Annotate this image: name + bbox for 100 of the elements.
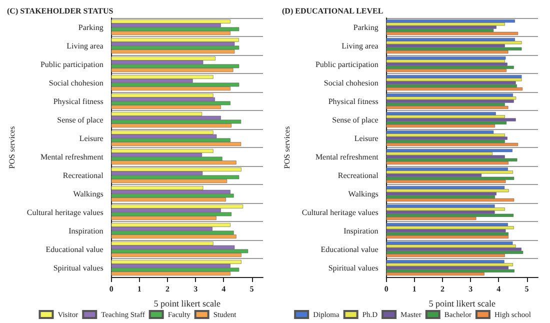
bar bbox=[386, 176, 514, 180]
x-tick-label: 2 bbox=[165, 284, 170, 294]
y-tick-label: Physical fitness bbox=[328, 96, 378, 106]
bar bbox=[386, 96, 516, 100]
bar bbox=[386, 134, 505, 137]
y-tick-label: Recreational bbox=[338, 170, 380, 180]
bar bbox=[111, 46, 240, 50]
bar bbox=[386, 32, 518, 36]
bar bbox=[111, 130, 214, 134]
bar bbox=[111, 260, 242, 264]
bar bbox=[111, 249, 248, 254]
bar bbox=[111, 190, 230, 194]
bar bbox=[111, 160, 236, 165]
x-tick-label: 3 bbox=[468, 284, 473, 294]
bar bbox=[111, 234, 236, 239]
x-tick-label: 1 bbox=[137, 284, 142, 294]
y-tick-label: Living area bbox=[66, 41, 104, 50]
chart-title: (D) EDUCATIONAL LEVEL bbox=[282, 6, 384, 16]
x-tick-label: 0 bbox=[109, 284, 114, 294]
bar bbox=[386, 148, 512, 152]
bar bbox=[111, 38, 239, 42]
y-tick-label: Walkings bbox=[348, 189, 378, 198]
bar bbox=[386, 87, 523, 91]
bar bbox=[111, 56, 216, 60]
bar bbox=[386, 142, 518, 146]
y-tick-label: Mental refreshment bbox=[315, 152, 380, 162]
y-tick-label: Inspiration bbox=[68, 226, 104, 236]
bar bbox=[111, 93, 214, 98]
y-tick-label: Educational value bbox=[46, 244, 104, 254]
bar bbox=[386, 263, 513, 266]
bar bbox=[386, 47, 522, 50]
bar bbox=[111, 194, 234, 198]
bar bbox=[111, 142, 242, 146]
y-tick-label: Public participation bbox=[40, 60, 104, 69]
y-tick-label: Leisure bbox=[354, 134, 379, 143]
y-tick-label: Recreational bbox=[62, 170, 104, 180]
chart-title: (C) STAKEHOLDER STATUS bbox=[7, 6, 114, 16]
bar bbox=[386, 56, 506, 60]
y-tick-label: Public participation bbox=[315, 60, 378, 69]
bar bbox=[386, 232, 509, 236]
bar bbox=[111, 268, 240, 272]
y-tick-label: Mental refreshment bbox=[40, 152, 104, 162]
x-axis-title: 5 point likert scale bbox=[154, 298, 221, 308]
bar bbox=[386, 118, 516, 122]
y-tick-label: Parking bbox=[353, 22, 378, 32]
y-tick-label: Cultural heritage values bbox=[26, 208, 104, 217]
bar bbox=[111, 120, 242, 124]
bar bbox=[386, 189, 509, 192]
x-tick-label: 5 bbox=[250, 284, 254, 294]
y-tick-label: Walkings bbox=[73, 189, 104, 198]
bar bbox=[386, 241, 513, 245]
y-tick-label: Educational value bbox=[320, 244, 379, 254]
bar bbox=[386, 106, 508, 110]
y-tick-label: Sense of place bbox=[57, 115, 104, 124]
bar bbox=[111, 19, 230, 24]
bar bbox=[386, 66, 514, 69]
bar bbox=[111, 204, 244, 208]
bar bbox=[386, 226, 514, 230]
bar bbox=[386, 78, 522, 82]
bar bbox=[386, 214, 514, 217]
y-tick-label: Leisure bbox=[79, 134, 104, 143]
y-tick-label: Sense of place bbox=[332, 115, 379, 124]
bar bbox=[111, 230, 234, 235]
x-tick-label: 5 bbox=[524, 284, 529, 294]
bar bbox=[386, 248, 522, 251]
y-tick-label: Social chohesion bbox=[48, 78, 104, 88]
bar bbox=[386, 186, 505, 190]
bar bbox=[386, 208, 505, 211]
bar bbox=[386, 235, 509, 239]
bar bbox=[386, 60, 505, 63]
y-tick-label: Spiritual values bbox=[53, 263, 104, 272]
x-tick-label: 0 bbox=[384, 284, 388, 294]
y-tick-label: Physical fitness bbox=[53, 96, 104, 106]
bar bbox=[386, 170, 513, 174]
y-axis-title: POS services bbox=[282, 126, 292, 169]
x-tick-label: 3 bbox=[194, 284, 198, 294]
bar bbox=[111, 64, 240, 68]
y-tick-label: Living area bbox=[342, 41, 379, 50]
x-tick-label: 4 bbox=[222, 284, 226, 294]
bar bbox=[386, 269, 514, 272]
y-tick-label: Inspiration bbox=[344, 226, 378, 236]
y-tick-label: Parking bbox=[78, 22, 104, 32]
x-tick-label: 1 bbox=[412, 284, 416, 294]
bar bbox=[111, 148, 214, 153]
bar bbox=[386, 250, 524, 254]
bar bbox=[386, 74, 522, 78]
bar bbox=[386, 198, 514, 202]
bar bbox=[111, 101, 230, 106]
x-tick-label: 2 bbox=[440, 284, 444, 294]
bar bbox=[386, 19, 515, 23]
y-tick-label: Cultural heritage values bbox=[302, 208, 378, 217]
y-tick-label: Spiritual values bbox=[328, 263, 378, 272]
x-axis-title: 5 point likert scale bbox=[428, 298, 496, 308]
bar bbox=[111, 167, 242, 172]
bar bbox=[386, 100, 514, 103]
bar bbox=[111, 74, 214, 79]
bar bbox=[386, 41, 522, 44]
bar bbox=[386, 93, 513, 97]
bar bbox=[386, 158, 518, 162]
bar bbox=[111, 175, 240, 180]
